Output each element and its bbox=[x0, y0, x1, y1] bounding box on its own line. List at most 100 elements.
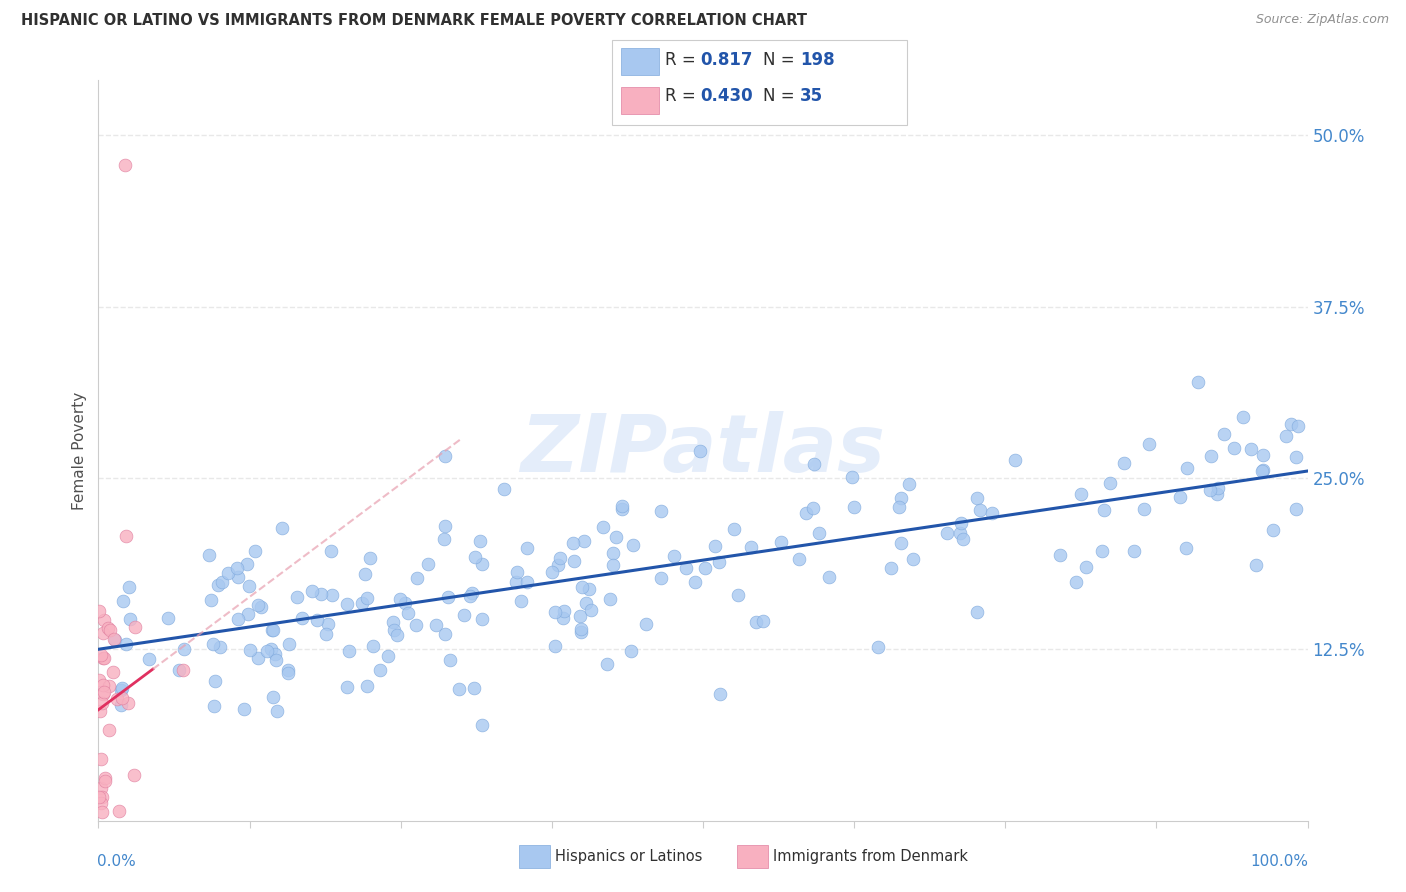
Point bbox=[1070, 487, 1092, 501]
Point bbox=[553, 604, 575, 618]
Text: R =: R = bbox=[665, 51, 702, 69]
Point bbox=[471, 557, 494, 571]
Point bbox=[104, 633, 127, 648]
Point bbox=[91, 625, 114, 640]
Point bbox=[93, 651, 115, 665]
Point bbox=[111, 691, 134, 706]
Point bbox=[336, 597, 359, 611]
Point bbox=[464, 549, 486, 564]
Text: 0.0%: 0.0% bbox=[97, 854, 136, 869]
Point bbox=[1066, 575, 1088, 590]
Point bbox=[723, 522, 745, 536]
Point bbox=[562, 554, 585, 568]
Point bbox=[1286, 418, 1309, 433]
Text: 198: 198 bbox=[800, 51, 835, 69]
Point bbox=[382, 624, 405, 638]
Point bbox=[377, 648, 399, 663]
Point bbox=[602, 545, 624, 559]
Point bbox=[105, 692, 128, 706]
Point bbox=[246, 651, 269, 665]
Point bbox=[319, 544, 342, 558]
Point bbox=[494, 483, 516, 497]
Point bbox=[541, 565, 564, 579]
Point bbox=[277, 663, 299, 677]
Point bbox=[1240, 442, 1263, 456]
Point bbox=[91, 696, 114, 710]
Point bbox=[439, 653, 461, 667]
Point bbox=[264, 653, 287, 667]
Point bbox=[1279, 417, 1302, 432]
Point bbox=[97, 621, 120, 635]
Point bbox=[110, 683, 132, 698]
Point bbox=[202, 699, 225, 714]
Point bbox=[1208, 481, 1230, 495]
Point bbox=[114, 158, 136, 172]
Point bbox=[460, 590, 482, 604]
Point bbox=[200, 593, 222, 607]
Point bbox=[433, 518, 456, 533]
Point bbox=[571, 580, 593, 594]
Point bbox=[236, 557, 259, 571]
Point bbox=[437, 590, 460, 604]
Point bbox=[225, 561, 247, 575]
Point bbox=[217, 566, 239, 581]
Point bbox=[301, 583, 323, 598]
Point bbox=[599, 591, 621, 606]
Point bbox=[453, 607, 475, 622]
Point bbox=[1223, 442, 1246, 456]
Point bbox=[548, 551, 571, 566]
Point bbox=[94, 773, 117, 788]
Point bbox=[90, 648, 112, 663]
Point bbox=[936, 526, 959, 541]
Point bbox=[337, 644, 360, 658]
Point bbox=[1275, 429, 1298, 443]
Point bbox=[794, 507, 817, 521]
Point bbox=[91, 651, 114, 665]
Point bbox=[1250, 464, 1272, 478]
Point bbox=[425, 618, 447, 632]
Point bbox=[226, 570, 249, 584]
Point bbox=[1213, 426, 1236, 441]
Point bbox=[110, 698, 132, 712]
Point bbox=[516, 541, 538, 555]
Point bbox=[610, 499, 633, 513]
Point bbox=[880, 560, 903, 574]
Point bbox=[1122, 544, 1144, 558]
Point bbox=[544, 605, 567, 619]
Point bbox=[198, 548, 221, 562]
Point bbox=[1175, 461, 1198, 475]
Point bbox=[94, 771, 117, 785]
Point bbox=[803, 458, 825, 472]
Point bbox=[1174, 541, 1197, 555]
Point bbox=[396, 606, 419, 620]
Point bbox=[966, 491, 988, 506]
Point bbox=[471, 717, 494, 731]
Point bbox=[1133, 502, 1156, 516]
Point bbox=[124, 620, 146, 634]
Point bbox=[90, 789, 112, 804]
Point bbox=[433, 627, 456, 641]
Text: 0.817: 0.817 bbox=[700, 51, 752, 69]
Point bbox=[1285, 501, 1308, 516]
Point bbox=[359, 551, 381, 566]
Point bbox=[605, 530, 627, 544]
Point bbox=[1199, 449, 1222, 463]
Point bbox=[1285, 450, 1308, 465]
Point bbox=[551, 611, 574, 625]
Text: R =: R = bbox=[665, 87, 702, 105]
Point bbox=[1261, 523, 1284, 537]
Text: 35: 35 bbox=[800, 87, 823, 105]
Point bbox=[389, 591, 412, 606]
Point bbox=[89, 704, 111, 718]
Text: 100.0%: 100.0% bbox=[1251, 854, 1309, 869]
Point bbox=[103, 632, 125, 646]
Text: Hispanics or Latinos: Hispanics or Latinos bbox=[555, 849, 703, 863]
Point bbox=[808, 526, 831, 541]
Point bbox=[506, 566, 529, 580]
Point bbox=[890, 491, 912, 505]
Point bbox=[1187, 375, 1209, 389]
Point bbox=[108, 805, 131, 819]
Point bbox=[1074, 560, 1097, 574]
Point bbox=[950, 516, 973, 531]
Point bbox=[173, 641, 195, 656]
